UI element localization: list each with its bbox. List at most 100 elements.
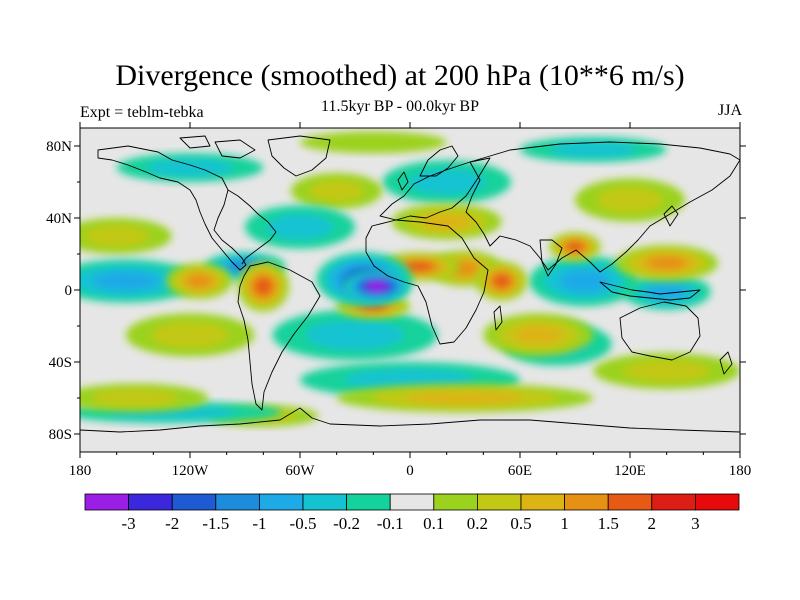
coastlines xyxy=(80,135,740,433)
coastline-indonesia xyxy=(599,281,701,301)
field-contour xyxy=(146,159,234,177)
field-contour xyxy=(306,320,404,350)
field-contour xyxy=(492,274,511,288)
field-contour xyxy=(559,269,610,293)
x-tick-label: 180 xyxy=(729,463,752,479)
colorbar-label: -3 xyxy=(122,514,136,533)
experiment-label: Expt = teblm-tebka xyxy=(80,104,204,121)
colorbar: -3 -2 -1.5 -1 -0.5 -0.2 -0.1 0.1 0.2 0.5 1 1.5 2 3 xyxy=(84,493,740,533)
coastline-east-north-america xyxy=(227,189,277,265)
colorbar-label: 0.5 xyxy=(510,514,531,533)
colorbar-label: -0.5 xyxy=(290,514,317,533)
field-anomaly xyxy=(520,137,667,163)
x-tick-label: 0 xyxy=(406,463,414,479)
field-anomaly xyxy=(80,218,172,254)
field-anomaly xyxy=(549,232,601,262)
coastline-japan xyxy=(663,205,679,227)
x-tick-label: 180 xyxy=(69,463,92,479)
field-anomaly xyxy=(237,261,289,312)
field-anomaly xyxy=(272,309,438,361)
colorbar-label: -1.5 xyxy=(202,514,229,533)
coastline-antarctica xyxy=(80,407,740,433)
field-contour xyxy=(186,274,212,288)
field-contour xyxy=(406,391,524,405)
colorbar-swatch xyxy=(520,493,565,511)
field-anomaly xyxy=(290,173,383,209)
colorbar-swatch xyxy=(258,493,304,511)
colorbar-label: 1 xyxy=(560,514,569,533)
field-anomaly xyxy=(483,313,594,357)
coastline-india xyxy=(539,239,563,277)
field-anomaly xyxy=(166,263,233,299)
field-anomaly xyxy=(344,270,410,303)
coastline-asia xyxy=(465,141,740,273)
field-anomaly xyxy=(529,255,640,307)
field-contour xyxy=(300,131,447,154)
coastline-europe xyxy=(379,157,491,221)
field-anomaly xyxy=(336,383,594,413)
axes: 180 120W 60W 0 60E 120E 180 80N 40N 0 40S 80S xyxy=(46,122,751,479)
colorbar-swatch xyxy=(695,493,740,511)
field-contour xyxy=(152,322,228,348)
coastline-africa xyxy=(365,219,489,345)
coastline-south-america xyxy=(237,261,321,411)
colorbar-swatch xyxy=(346,493,391,511)
field-anomaly xyxy=(378,252,460,281)
x-tick-label: 120W xyxy=(172,463,210,479)
colorbar-swatch xyxy=(128,493,173,511)
y-tick-label: 40S xyxy=(49,355,72,371)
colorbar-swatch xyxy=(651,493,696,511)
colorbar-label: 2 xyxy=(648,514,657,533)
field-anomaly xyxy=(125,313,255,357)
colorbar-label: 1.5 xyxy=(598,514,619,533)
field-contour xyxy=(513,325,564,345)
field-contour xyxy=(367,281,387,292)
y-tick-label: 80N xyxy=(46,139,72,155)
colorbar-label: 0.1 xyxy=(423,514,444,533)
colorbar-swatch xyxy=(607,493,653,511)
coastline-madagascar xyxy=(493,305,503,331)
field-contour xyxy=(421,213,472,230)
field-contour xyxy=(408,169,485,195)
field-anomaly xyxy=(615,245,718,281)
field-contour xyxy=(254,277,273,296)
field-contour xyxy=(92,271,159,291)
colorbar-swatch xyxy=(476,493,522,511)
field-contour xyxy=(646,283,687,300)
y-tick-label: 0 xyxy=(65,283,73,299)
colorbar-label: -1 xyxy=(252,514,266,533)
chart-title: Divergence (smoothed) at 200 hPa (10**6 … xyxy=(115,59,685,92)
colorbar-label: -0.2 xyxy=(333,514,360,533)
field-contour xyxy=(566,241,584,252)
field-anomaly xyxy=(593,353,740,389)
coastline-scandinavia xyxy=(419,145,459,177)
colorbar-label: 0.2 xyxy=(467,514,488,533)
field-contour xyxy=(405,261,434,272)
y-tick-label: 40N xyxy=(46,211,72,227)
field-anomaly xyxy=(80,383,209,413)
colorbar-swatch xyxy=(389,493,435,511)
y-tick-label: 80S xyxy=(49,427,72,443)
field-contour xyxy=(623,360,710,382)
colorbar-label: -0.1 xyxy=(377,514,404,533)
field-contour xyxy=(267,214,333,240)
field-anomaly xyxy=(476,261,528,301)
field-contour xyxy=(309,180,364,202)
x-tick-label: 60W xyxy=(285,463,315,479)
colorbar-swatch xyxy=(564,493,609,511)
coastline-greenland xyxy=(267,135,331,177)
field-contour xyxy=(91,389,179,407)
coastline-australia xyxy=(619,301,701,361)
coastline-arctic-islands xyxy=(179,135,256,159)
colorbar-label: -2 xyxy=(165,514,179,533)
field-anomaly xyxy=(80,259,200,303)
time-range-label: 11.5kyr BP - 00.0kyr BP xyxy=(321,98,479,115)
field-anomaly xyxy=(300,131,447,154)
season-label: JJA xyxy=(717,102,742,119)
field-anomaly xyxy=(245,205,355,249)
coastline-uk xyxy=(397,171,409,191)
colorbar-label: 3 xyxy=(691,514,700,533)
field-contour xyxy=(84,225,150,247)
field-contour xyxy=(646,256,687,270)
